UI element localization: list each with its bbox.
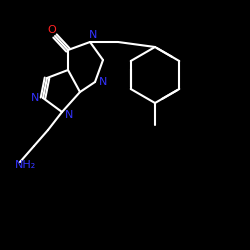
Text: N: N [65,110,73,120]
Text: O: O [48,25,56,35]
Text: N: N [89,30,97,40]
Text: N: N [99,77,107,87]
Text: N: N [31,93,39,103]
Text: NH₂: NH₂ [14,160,36,170]
